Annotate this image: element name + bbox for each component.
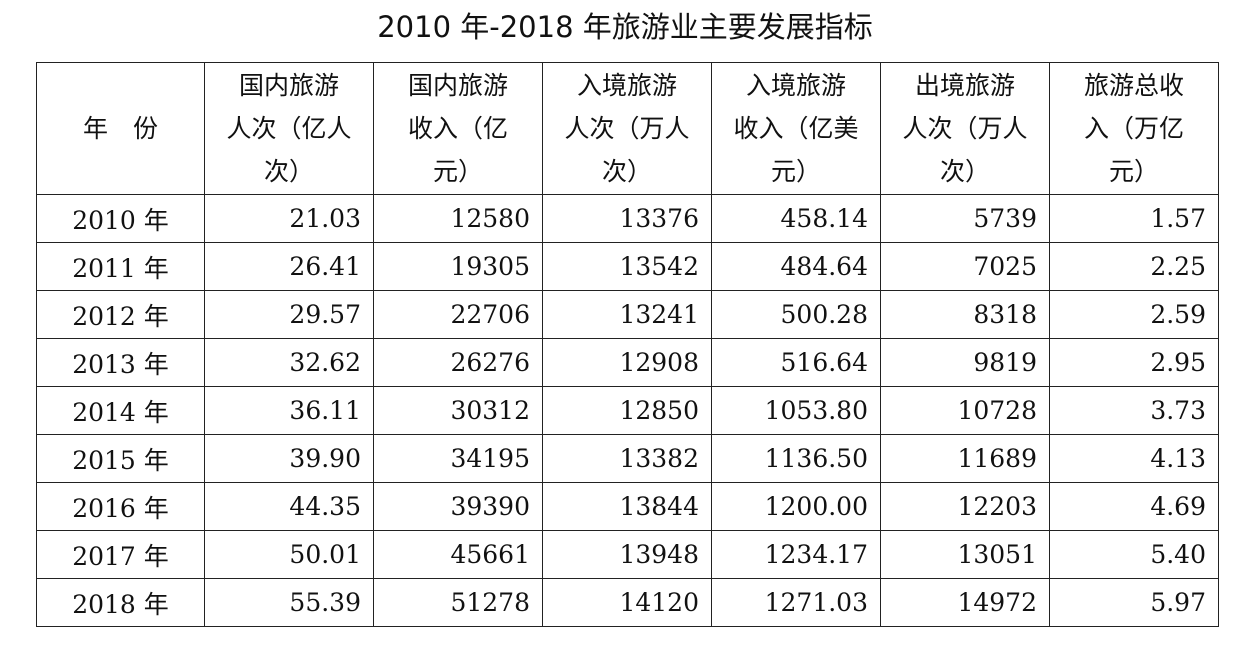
year-cell: 2018 年 [36, 578, 205, 627]
value-cell: 26276 [373, 338, 543, 387]
value-cell: 9819 [880, 338, 1050, 387]
value-cell: 34195 [373, 434, 543, 483]
header-cell: 旅游总收 入（万亿 元） [1049, 62, 1219, 195]
value-cell: 39.90 [204, 434, 374, 483]
value-cell: 13051 [880, 530, 1050, 579]
year-cell: 2013 年 [36, 338, 205, 387]
value-cell: 13948 [542, 530, 712, 579]
value-cell: 19305 [373, 242, 543, 291]
value-cell: 22706 [373, 290, 543, 339]
value-cell: 12203 [880, 482, 1050, 531]
header-cell: 年 份 [36, 62, 205, 195]
value-cell: 39390 [373, 482, 543, 531]
value-cell: 1053.80 [711, 386, 881, 435]
value-cell: 2.95 [1049, 338, 1219, 387]
value-cell: 32.62 [204, 338, 374, 387]
value-cell: 458.14 [711, 194, 881, 243]
value-cell: 3.73 [1049, 386, 1219, 435]
table-row: 2018 年 55.39 51278 14120 1271.03 14972 5.97 [36, 578, 1219, 627]
value-cell: 13382 [542, 434, 712, 483]
value-cell: 55.39 [204, 578, 374, 627]
table-row: 2017 年 50.01 45661 13948 1234.17 13051 5.40 [36, 530, 1219, 579]
header-cell: 入境旅游 人次（万人 次） [542, 62, 712, 195]
header-cell: 出境旅游 人次（万人 次） [880, 62, 1050, 195]
table-row: 2016 年 44.35 39390 13844 1200.00 12203 4.69 [36, 482, 1219, 531]
value-cell: 12580 [373, 194, 543, 243]
value-cell: 14120 [542, 578, 712, 627]
value-cell: 1200.00 [711, 482, 881, 531]
value-cell: 500.28 [711, 290, 881, 339]
value-cell: 13542 [542, 242, 712, 291]
table-row: 2011 年 26.41 19305 13542 484.64 7025 2.25 [36, 242, 1219, 291]
value-cell: 2.59 [1049, 290, 1219, 339]
table-row: 2014 年 36.11 30312 12850 1053.80 10728 3.73 [36, 386, 1219, 435]
value-cell: 13376 [542, 194, 712, 243]
year-cell: 2012 年 [36, 290, 205, 339]
table-row: 2010 年 21.03 12580 13376 458.14 5739 1.57 [36, 194, 1219, 243]
value-cell: 1.57 [1049, 194, 1219, 243]
value-cell: 12850 [542, 386, 712, 435]
header-row: 年 份国内旅游 人次（亿人 次） 国内旅游 收入（亿 元） 入境旅游 人次（万人 次… [36, 62, 1219, 195]
value-cell: 21.03 [204, 194, 374, 243]
value-cell: 29.57 [204, 290, 374, 339]
value-cell: 11689 [880, 434, 1050, 483]
value-cell: 484.64 [711, 242, 881, 291]
value-cell: 516.64 [711, 338, 881, 387]
value-cell: 50.01 [204, 530, 374, 579]
value-cell: 5.97 [1049, 578, 1219, 627]
value-cell: 1234.17 [711, 530, 881, 579]
table-row: 2012 年 29.57 22706 13241 500.28 8318 2.59 [36, 290, 1219, 339]
header-cell: 入境旅游 收入（亿美 元） [711, 62, 881, 195]
year-cell: 2010 年 [36, 194, 205, 243]
data-table: 年 份国内旅游 人次（亿人 次） 国内旅游 收入（亿 元） 入境旅游 人次（万人 次… [36, 62, 1219, 627]
value-cell: 10728 [880, 386, 1050, 435]
table-row: 2013 年 32.62 26276 12908 516.64 9819 2.95 [36, 338, 1219, 387]
value-cell: 4.13 [1049, 434, 1219, 483]
value-cell: 4.69 [1049, 482, 1219, 531]
year-cell: 2016 年 [36, 482, 205, 531]
header-cell: 国内旅游 人次（亿人 次） [204, 62, 374, 195]
value-cell: 12908 [542, 338, 712, 387]
value-cell: 51278 [373, 578, 543, 627]
value-cell: 7025 [880, 242, 1050, 291]
year-cell: 2011 年 [36, 242, 205, 291]
value-cell: 1271.03 [711, 578, 881, 627]
year-cell: 2015 年 [36, 434, 205, 483]
value-cell: 14972 [880, 578, 1050, 627]
value-cell: 44.35 [204, 482, 374, 531]
value-cell: 30312 [373, 386, 543, 435]
year-cell: 2014 年 [36, 386, 205, 435]
value-cell: 1136.50 [711, 434, 881, 483]
value-cell: 5.40 [1049, 530, 1219, 579]
year-cell: 2017 年 [36, 530, 205, 579]
value-cell: 36.11 [204, 386, 374, 435]
value-cell: 8318 [880, 290, 1050, 339]
value-cell: 45661 [373, 530, 543, 579]
table-row: 2015 年 39.90 34195 13382 1136.50 11689 4.13 [36, 434, 1219, 483]
value-cell: 26.41 [204, 242, 374, 291]
value-cell: 13844 [542, 482, 712, 531]
value-cell: 2.25 [1049, 242, 1219, 291]
value-cell: 5739 [880, 194, 1050, 243]
header-cell: 国内旅游 收入（亿 元） [373, 62, 543, 195]
value-cell: 13241 [542, 290, 712, 339]
title: 2010 年-2018 年旅游业主要发展指标 [377, 10, 873, 44]
